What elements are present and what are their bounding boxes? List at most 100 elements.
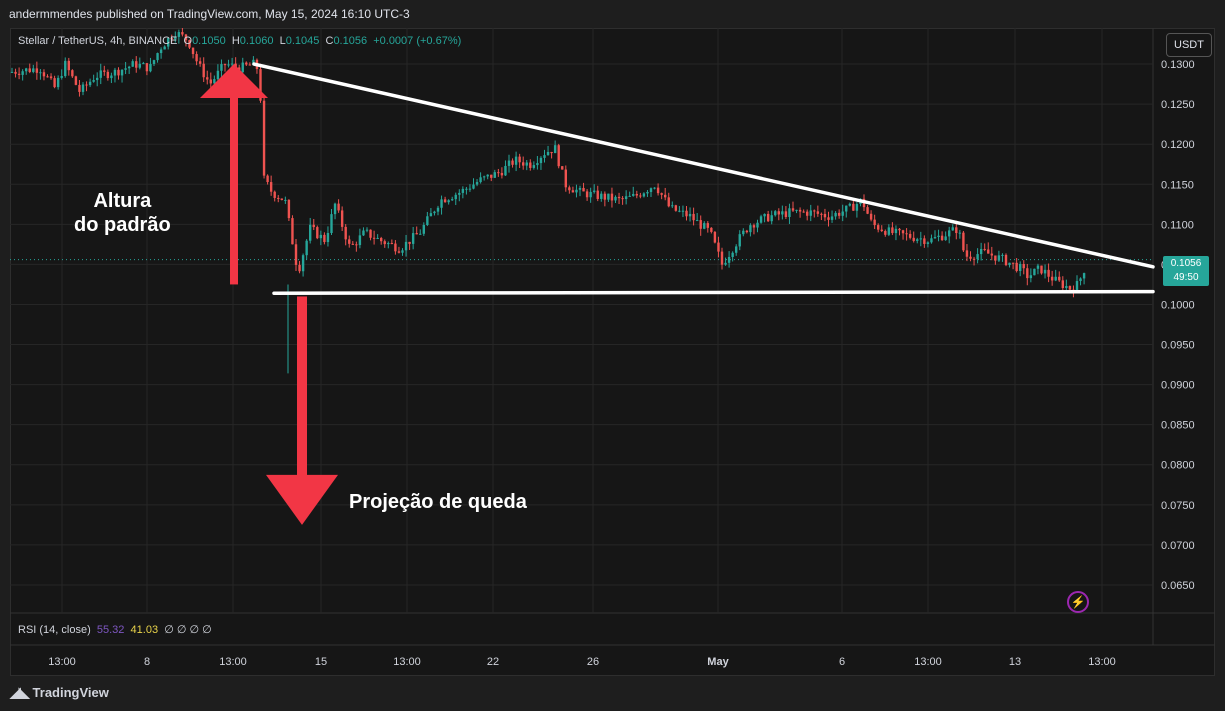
candle-body xyxy=(372,237,376,239)
candle-body xyxy=(713,231,717,243)
candle-body xyxy=(866,207,869,214)
candle-body xyxy=(85,84,88,86)
y-tick-label: 0.1300 xyxy=(1161,59,1195,71)
candle-body xyxy=(387,243,390,245)
candle-body xyxy=(845,205,848,212)
candle-body xyxy=(230,63,234,65)
rsi-legend: RSI (14, close) 55.32 41.03 ∅ ∅ ∅ ∅ xyxy=(18,623,212,636)
y-tick-label: 0.0750 xyxy=(1161,500,1195,512)
y-tick-label: 0.0850 xyxy=(1161,420,1195,432)
candle-body xyxy=(656,187,660,194)
candle-body xyxy=(1054,276,1057,281)
candle-body xyxy=(127,66,131,69)
candle-body xyxy=(727,256,731,263)
candle-body xyxy=(71,70,74,77)
candle-body xyxy=(788,208,791,218)
candle-body xyxy=(525,162,528,166)
pattern-height-annotation: Altura do padrão xyxy=(74,189,171,237)
candle-body xyxy=(461,188,465,193)
candle-body xyxy=(1047,269,1050,277)
candle-body xyxy=(316,227,319,239)
candle-body xyxy=(252,59,255,65)
high-value: 0.1060 xyxy=(239,35,274,47)
candle-body xyxy=(837,212,841,216)
candle-body xyxy=(852,203,855,211)
candle-body xyxy=(1001,254,1004,256)
footer-brand[interactable]: ◢◣ TradingView xyxy=(10,684,109,701)
candle-body xyxy=(820,213,823,215)
price-change: +0.0007 (+0.67%) xyxy=(373,35,462,47)
candle-body xyxy=(319,234,323,239)
candle-body xyxy=(10,71,14,73)
candle-body xyxy=(213,79,216,84)
projection-arrow-head xyxy=(266,474,338,525)
candle-body xyxy=(248,64,252,66)
candle-body xyxy=(1036,265,1040,269)
candle-body xyxy=(475,182,479,185)
price-chart[interactable]: 0.1300 0.1250 0.1200 0.1150 0.1100 0.1050 0.10… xyxy=(10,28,1215,676)
candle-body xyxy=(468,188,472,190)
candle-body xyxy=(145,63,149,72)
candle-body xyxy=(419,233,422,235)
candle-body xyxy=(987,249,990,254)
candle-body xyxy=(362,230,365,236)
candle-body xyxy=(1082,273,1086,279)
candle-body xyxy=(298,264,301,272)
candle-body xyxy=(245,62,248,65)
candle-body xyxy=(358,235,362,246)
candle-body xyxy=(571,190,575,193)
lightning-icon[interactable]: ⚡ xyxy=(1067,591,1089,613)
rsi-value-2: 41.03 xyxy=(130,624,159,636)
candle-body xyxy=(1008,262,1011,266)
candle-body xyxy=(873,219,876,226)
candle-body xyxy=(664,194,667,198)
candle-body xyxy=(1015,262,1018,271)
candle-body xyxy=(756,222,759,228)
close-value: 0.1056 xyxy=(333,35,368,47)
candle-body xyxy=(923,238,926,244)
current-price-tag: 0.1056 49:50 xyxy=(1163,256,1209,286)
pattern-height-line1: Altura xyxy=(93,190,152,212)
candlestick-series xyxy=(10,28,1086,374)
candle-body xyxy=(380,238,383,242)
candle-body xyxy=(223,64,227,66)
candle-body xyxy=(884,231,887,235)
candle-body xyxy=(493,172,496,178)
candle-body xyxy=(408,241,411,244)
candle-body xyxy=(642,193,646,197)
candle-body xyxy=(1075,281,1079,292)
y-tick-label: 0.1000 xyxy=(1161,299,1195,311)
candle-body xyxy=(695,220,699,222)
candle-body xyxy=(749,225,752,233)
symbol-legend: Stellar / TetherUS, 4h, BINANCE O0.1050 … xyxy=(18,35,461,47)
y-tick-label: 0.0700 xyxy=(1161,540,1195,552)
candle-body xyxy=(60,76,63,78)
candle-body xyxy=(589,191,592,198)
candle-body xyxy=(482,176,486,178)
candle-body xyxy=(735,246,738,253)
candle-body xyxy=(607,193,610,200)
candle-body xyxy=(536,163,539,166)
candle-body xyxy=(1058,276,1061,281)
y-tick-label: 0.1200 xyxy=(1161,139,1195,151)
pattern-height-arrow-shaft xyxy=(230,96,238,285)
candle-body xyxy=(117,69,120,76)
candle-body xyxy=(198,61,202,64)
candle-body xyxy=(632,193,635,196)
candle-body xyxy=(88,81,92,86)
pattern-height-arrow-head xyxy=(200,64,268,99)
candle-body xyxy=(376,238,379,240)
candle-body xyxy=(74,76,78,85)
candle-body xyxy=(937,235,940,237)
candle-body xyxy=(1043,269,1047,274)
candle-body xyxy=(514,156,518,165)
candle-body xyxy=(422,225,425,234)
low-label: L xyxy=(279,35,286,47)
rsi-value-1: 55.32 xyxy=(96,624,125,636)
candle-body xyxy=(348,239,351,244)
candle-body xyxy=(948,230,951,237)
currency-button[interactable]: USDT xyxy=(1166,33,1212,57)
candle-body xyxy=(262,100,266,176)
candle-body xyxy=(149,63,152,72)
candle-body xyxy=(284,199,287,201)
